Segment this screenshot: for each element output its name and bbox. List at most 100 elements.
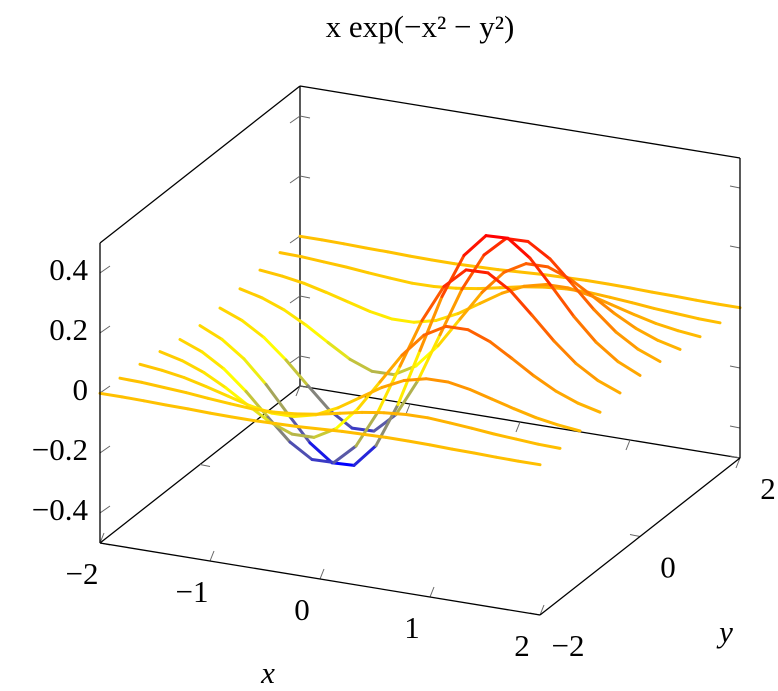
- mesh-segment: [410, 281, 436, 288]
- mesh-segment: [178, 338, 204, 354]
- mesh-segment: [140, 380, 166, 389]
- mesh-segment: [628, 286, 654, 294]
- mesh-segment: [556, 423, 582, 433]
- mesh-segment: [440, 253, 466, 298]
- mesh-segment: [390, 317, 416, 324]
- mesh-segment: [428, 443, 454, 451]
- x-tick-label: 1: [404, 610, 420, 645]
- x-tick: [99, 532, 105, 544]
- mesh-segment: [258, 268, 284, 278]
- mesh-segment: [632, 313, 658, 325]
- mesh-segment: [510, 357, 536, 378]
- z-tick-label: 0.2: [49, 312, 88, 347]
- mesh-segment: [252, 419, 278, 426]
- mesh-segment: [370, 369, 396, 377]
- mesh-segment: [396, 349, 422, 406]
- y-tick-label: −2: [552, 628, 585, 663]
- mesh-segment: [480, 270, 506, 294]
- mesh-segment: [484, 234, 510, 240]
- x-tick: [625, 439, 631, 451]
- mesh-segment: [332, 444, 358, 464]
- mesh-segment: [380, 379, 406, 389]
- mesh-segment: [200, 350, 226, 371]
- z-tick-label: 0.4: [49, 252, 88, 287]
- mesh-segment: [342, 242, 368, 250]
- mesh-segment: [206, 396, 232, 406]
- mesh-segment: [400, 333, 426, 357]
- mesh-segment: [230, 415, 256, 423]
- mesh-segment: [260, 296, 286, 312]
- mesh-segment: [476, 286, 502, 291]
- mesh-segment: [526, 240, 552, 261]
- mesh-segment: [540, 272, 566, 279]
- mesh-segment: [158, 350, 184, 363]
- mesh-segment: [506, 236, 532, 260]
- mesh-segment: [674, 312, 700, 321]
- mesh-segment: [408, 254, 434, 262]
- mesh-segment: [512, 407, 538, 420]
- mesh-segment: [290, 432, 316, 439]
- y-tick: [629, 534, 641, 537]
- mesh-segment: [716, 302, 742, 310]
- mesh-segment: [608, 295, 634, 305]
- y-tick: [729, 455, 741, 459]
- z-tick: [299, 295, 311, 299]
- x-tick: [539, 604, 545, 616]
- z-tick: [729, 425, 741, 429]
- mesh-segment: [488, 340, 514, 360]
- mesh-segment: [416, 333, 442, 382]
- mesh-segment: [208, 411, 234, 419]
- z-tick: [99, 385, 111, 394]
- mesh-segment: [184, 391, 210, 400]
- mesh-segment: [336, 396, 362, 410]
- mesh-segment: [326, 341, 352, 361]
- mesh-segment: [474, 265, 500, 272]
- mesh-segment: [352, 444, 378, 467]
- mesh-segment: [180, 359, 206, 375]
- mesh-segment: [162, 386, 188, 395]
- mesh-segment: [274, 422, 300, 429]
- mesh-segment: [672, 294, 698, 302]
- mesh-segment: [694, 298, 720, 306]
- x-tick: [405, 403, 411, 415]
- mesh-segment: [394, 378, 420, 417]
- mesh-segment: [306, 384, 332, 413]
- mesh-segment: [494, 455, 520, 463]
- mesh-segment: [516, 459, 542, 467]
- mesh-segment: [300, 255, 326, 264]
- y-tick-label: 2: [760, 471, 776, 506]
- mesh-segment: [398, 319, 424, 368]
- mesh-segment: [366, 271, 392, 280]
- mesh-segment: [696, 317, 722, 325]
- x-tick-label: −1: [176, 574, 209, 609]
- mesh-segment: [486, 271, 512, 292]
- mesh-segment: [446, 380, 472, 391]
- z-tick: [99, 325, 111, 334]
- mesh-segment: [322, 260, 348, 269]
- mesh-segment: [218, 306, 244, 322]
- z-tick: [299, 115, 311, 119]
- mesh-segment: [358, 385, 384, 400]
- mesh-segment: [330, 461, 356, 467]
- mesh-segment: [346, 300, 372, 313]
- mesh-segment: [478, 291, 504, 305]
- mesh-segment: [492, 432, 518, 441]
- mesh-segment: [610, 303, 636, 316]
- mesh-segment: [576, 401, 602, 414]
- mesh-segment: [586, 290, 612, 299]
- mesh-segment: [442, 268, 468, 288]
- z-tick: [289, 355, 301, 364]
- mesh-segment: [286, 412, 312, 445]
- mesh-segment: [482, 237, 508, 257]
- mesh-segment: [320, 238, 346, 246]
- mesh-segment: [542, 285, 568, 291]
- mesh-segment: [228, 402, 254, 411]
- mesh-segment: [138, 362, 164, 372]
- mesh-segment: [272, 410, 298, 416]
- x-tick: [295, 385, 301, 397]
- mesh-segment: [160, 368, 186, 379]
- x-tick-label: 2: [514, 628, 530, 663]
- mesh-segment: [616, 360, 642, 377]
- mesh-segment: [270, 411, 296, 418]
- mesh-segment: [554, 389, 580, 405]
